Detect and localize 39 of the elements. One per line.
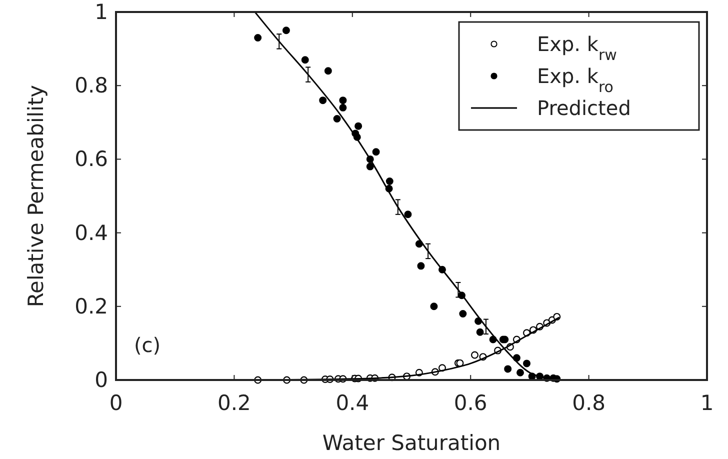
point — [339, 104, 347, 112]
y-tick-label: 0.8 — [74, 74, 108, 98]
point — [372, 148, 380, 156]
point — [459, 310, 467, 318]
x-axis-title: Water Saturation — [322, 431, 501, 455]
legend-label: Exp. k$_{ro}$ — [537, 64, 614, 96]
point — [516, 368, 524, 376]
point — [386, 178, 394, 186]
x-tick-label: 0.8 — [572, 391, 606, 415]
point — [319, 96, 327, 104]
x-tick-label: 0.4 — [336, 391, 370, 415]
point — [333, 114, 341, 122]
y-tick-label: 1 — [94, 0, 108, 24]
point — [417, 262, 425, 270]
y-tick-label: 0.4 — [74, 220, 108, 245]
point — [339, 96, 347, 104]
point — [522, 360, 530, 368]
point — [324, 67, 332, 75]
y-tick-label: 0.6 — [74, 147, 108, 172]
point — [470, 351, 478, 359]
point — [254, 34, 262, 42]
point — [430, 302, 438, 310]
point — [404, 210, 412, 218]
y-axis-title: Relative Permeability — [24, 84, 48, 308]
legend-label: Exp. k$_{rw}$ — [537, 32, 617, 64]
x-tick-label: 1 — [700, 391, 714, 415]
y-tick-label: 0.2 — [74, 294, 108, 318]
point — [354, 122, 362, 130]
legend-label: Predicted — [537, 96, 631, 120]
x-tick-label: 0.2 — [217, 391, 251, 415]
point — [476, 328, 484, 336]
point — [301, 56, 309, 64]
x-tick-label: 0 — [109, 391, 123, 415]
y-tick-label: 0 — [94, 368, 108, 392]
point — [366, 162, 374, 170]
annotation: (c) — [134, 333, 161, 357]
point — [504, 365, 512, 373]
x-tick-label: 0.6 — [454, 391, 488, 415]
point — [282, 26, 290, 34]
